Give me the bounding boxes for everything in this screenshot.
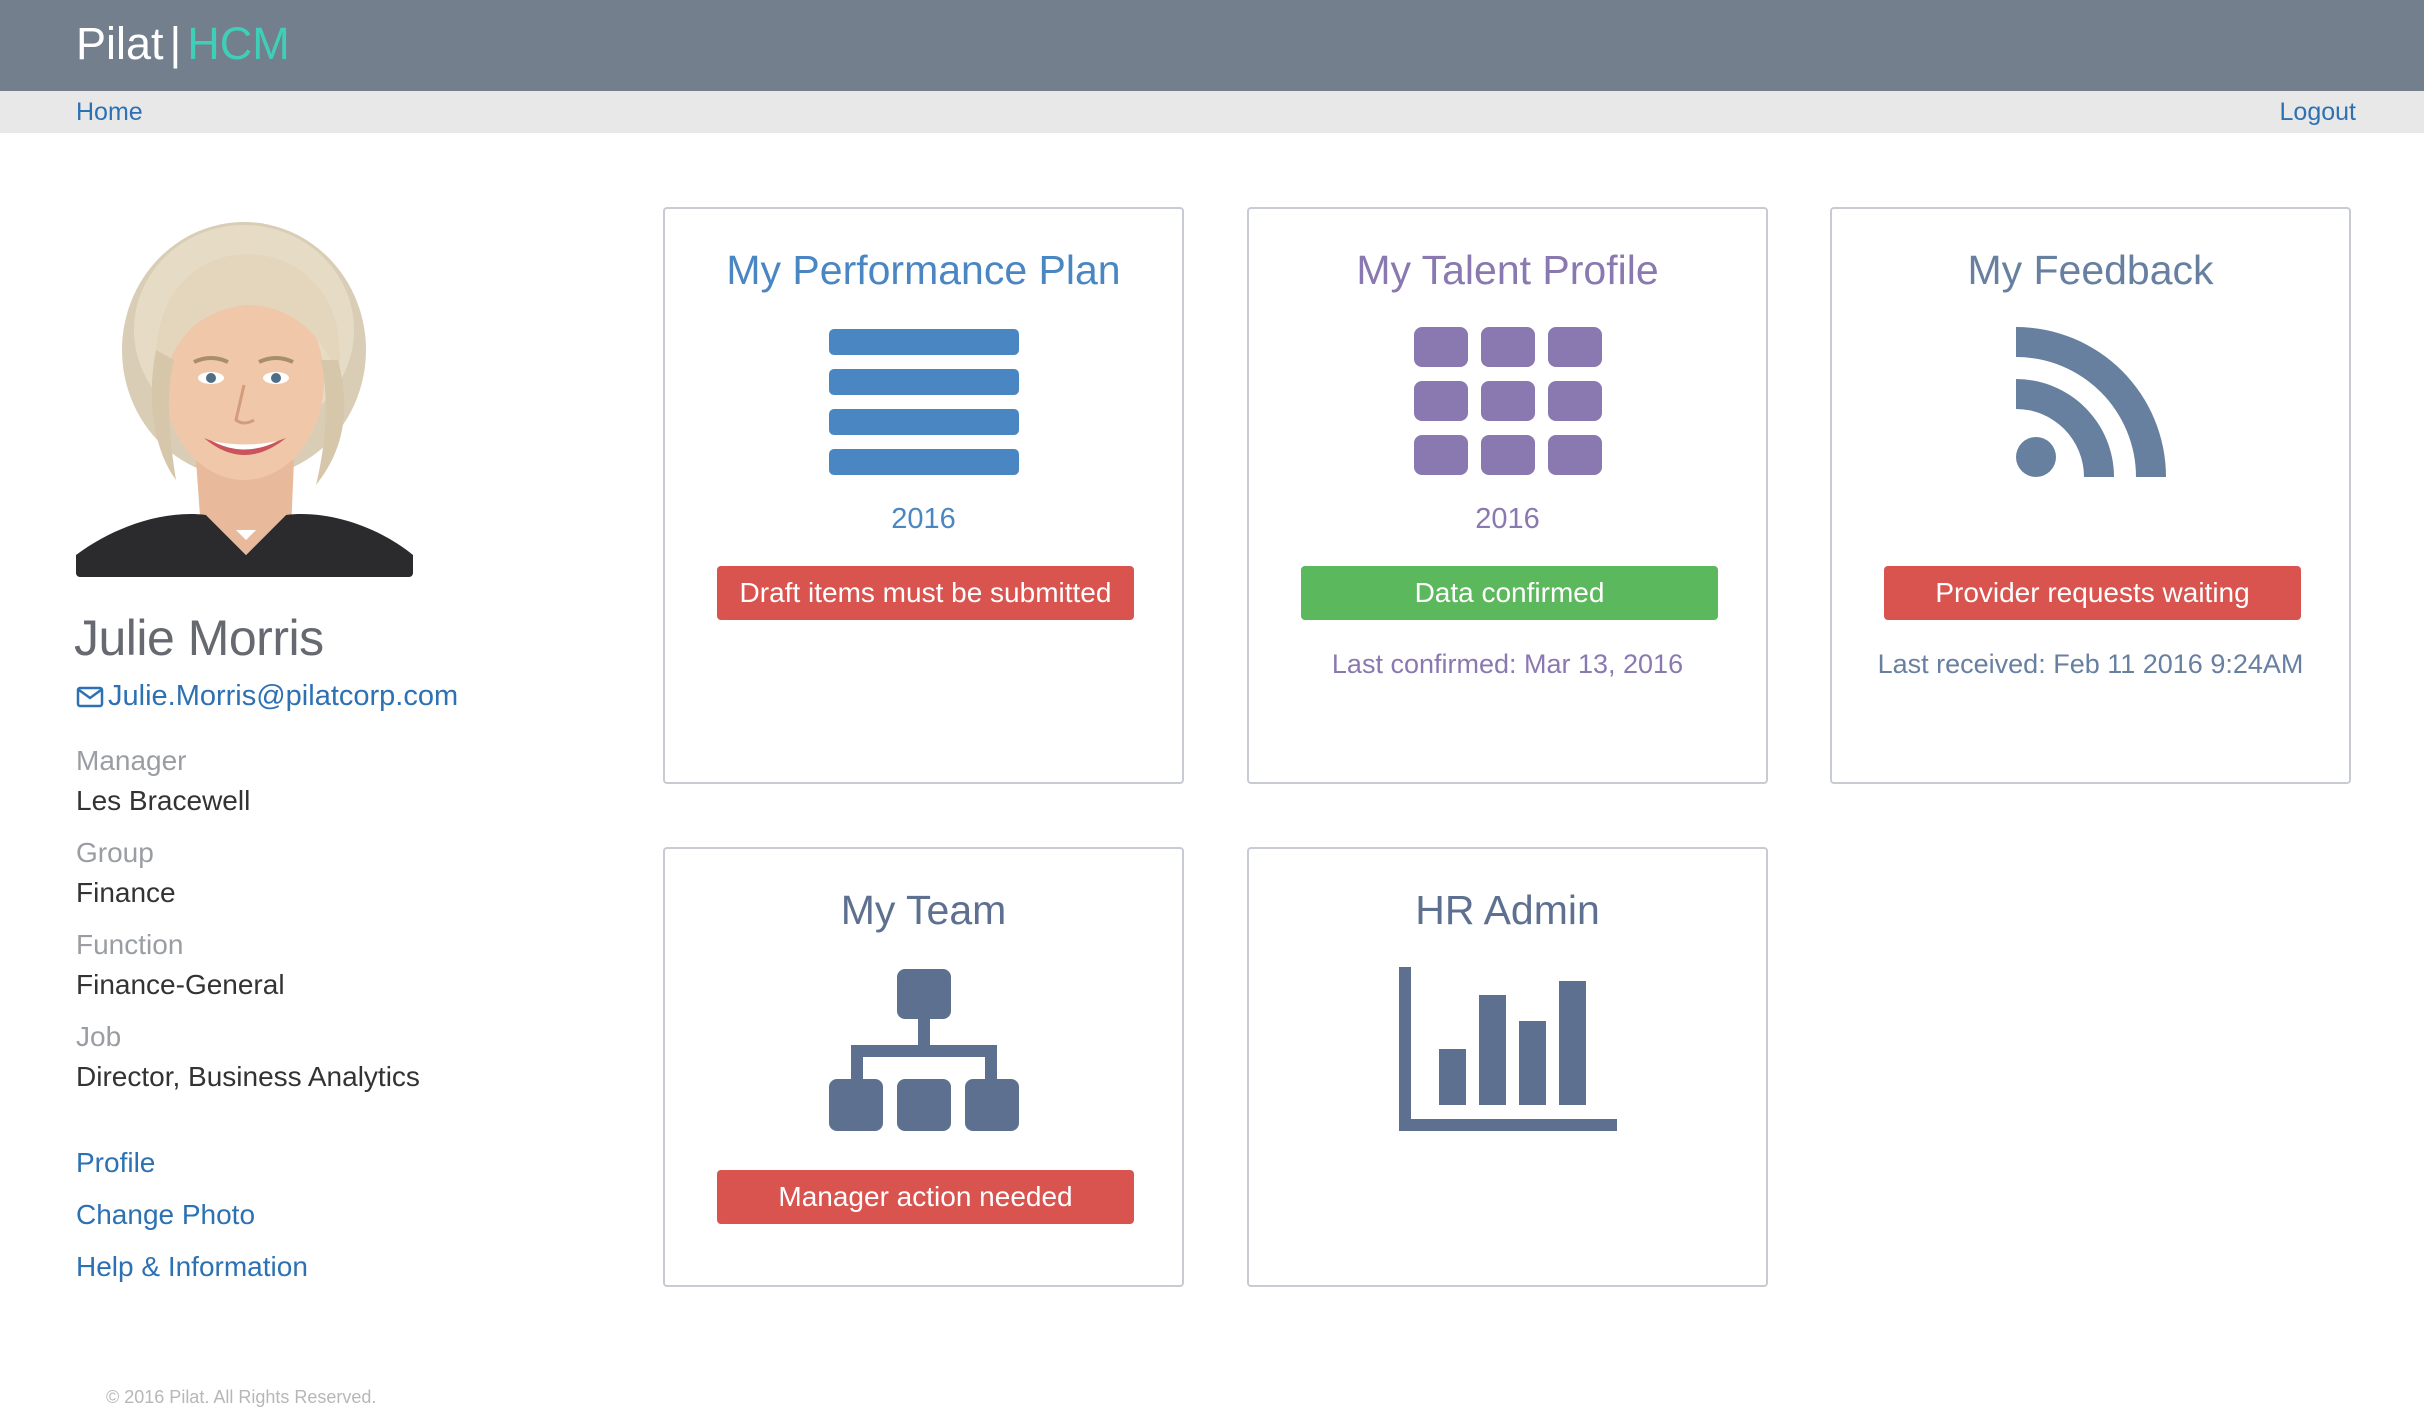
brand-logo[interactable]: Pilat | HCM <box>76 14 290 74</box>
list-icon <box>665 329 1182 477</box>
status-badge[interactable]: Manager action needed <box>717 1170 1134 1224</box>
nav-bar: Home Logout <box>0 91 2424 133</box>
avatar <box>76 210 413 577</box>
card-title: My Performance Plan <box>726 247 1121 293</box>
logout-link[interactable]: Logout <box>2279 98 2356 126</box>
top-header: Pilat | HCM <box>0 0 2424 91</box>
job-label: Job <box>76 1021 122 1052</box>
copyright-footer: © 2016 Pilat. All Rights Reserved. <box>106 1387 377 1407</box>
talent-profile-card[interactable]: My Talent Profile 2016 Data confirmed La… <box>1247 207 1768 784</box>
status-badge[interactable]: Provider requests waiting <box>1884 566 2301 620</box>
group-value: Finance <box>76 877 176 908</box>
status-badge[interactable]: Draft items must be submitted <box>717 566 1134 620</box>
bar-chart-icon <box>1249 967 1766 1131</box>
employee-name: Julie Morris <box>74 610 324 666</box>
function-label: Function <box>76 929 184 960</box>
profile-year: 2016 <box>1475 503 1540 535</box>
rss-icon <box>1832 327 2349 477</box>
brand-product: HCM <box>187 18 290 69</box>
job-value: Director, Business Analytics <box>76 1061 420 1092</box>
card-title: HR Admin <box>1415 887 1600 933</box>
brand-separator: | <box>169 18 182 69</box>
email-text: Julie.Morris@pilatcorp.com <box>108 680 459 712</box>
home-link[interactable]: Home <box>76 98 143 126</box>
last-confirmed-text: Last confirmed: Mar 13, 2016 <box>1331 649 1684 679</box>
profile-link[interactable]: Profile <box>76 1147 156 1178</box>
function-value: Finance-General <box>76 969 285 1000</box>
help-information-link[interactable]: Help & Information <box>76 1251 308 1282</box>
org-chart-icon <box>665 969 1182 1133</box>
card-title: My Team <box>840 887 1007 933</box>
feedback-card[interactable]: My Feedback Provider requests waiting La… <box>1830 207 2351 784</box>
card-title: My Feedback <box>1967 247 2214 293</box>
status-badge[interactable]: Data confirmed <box>1301 566 1718 620</box>
envelope-icon <box>76 686 104 708</box>
change-photo-link[interactable]: Change Photo <box>76 1199 256 1230</box>
manager-label: Manager <box>76 745 187 776</box>
brand-name: Pilat <box>76 18 164 69</box>
group-label: Group <box>76 837 154 868</box>
plan-year: 2016 <box>891 503 956 535</box>
team-card[interactable]: My Team Manager action needed <box>663 847 1184 1287</box>
performance-plan-card[interactable]: My Performance Plan 2016 Draft items mus… <box>663 207 1184 784</box>
last-received-text: Last received: Feb 11 2016 9:24AM <box>1877 649 2304 679</box>
hr-admin-card[interactable]: HR Admin <box>1247 847 1768 1287</box>
grid-icon <box>1249 327 1766 477</box>
manager-value: Les Bracewell <box>76 785 251 816</box>
email-link[interactable]: Julie.Morris@pilatcorp.com <box>76 678 458 714</box>
card-title: My Talent Profile <box>1356 247 1659 293</box>
